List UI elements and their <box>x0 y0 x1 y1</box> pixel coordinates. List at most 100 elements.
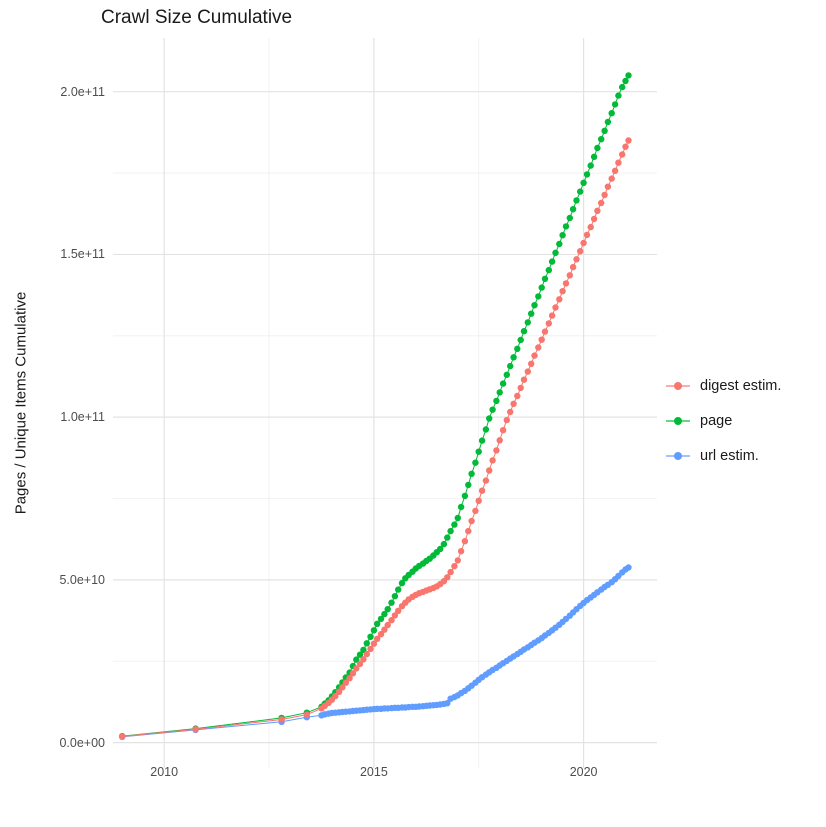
data-point-marker <box>454 557 461 564</box>
x-tick-label: 2020 <box>569 765 598 779</box>
y-axis-title: Pages / Unique Items Cumulative <box>12 291 30 515</box>
data-point-marker <box>514 392 521 400</box>
data-point-marker <box>559 232 566 239</box>
y-tick-label: 0.0e+00 <box>59 735 105 750</box>
data-point-marker <box>192 726 199 733</box>
data-point-marker <box>503 416 510 424</box>
data-point-marker <box>461 492 469 500</box>
data-point-marker <box>601 191 608 199</box>
y-tick-label: 2.0e+11 <box>60 84 105 99</box>
data-point-marker <box>619 83 626 91</box>
data-point-marker <box>482 426 490 433</box>
data-point-marker <box>454 514 461 522</box>
data-point-marker <box>447 568 454 576</box>
data-point-marker <box>496 437 503 444</box>
data-point-marker <box>517 384 524 392</box>
data-point-marker <box>374 635 381 642</box>
data-point-marker <box>573 256 580 263</box>
data-point-marker <box>381 610 388 618</box>
data-point-marker <box>465 527 472 535</box>
data-point-marker <box>598 136 605 143</box>
data-point-marker <box>507 362 514 370</box>
data-point-marker <box>507 408 514 416</box>
data-point-marker <box>374 620 381 627</box>
data-point-marker <box>278 716 285 723</box>
data-point-marker <box>552 249 559 256</box>
data-point-marker <box>538 284 545 291</box>
data-point-marker <box>381 626 388 633</box>
data-point-marker <box>444 700 451 707</box>
data-point-marker <box>587 162 594 169</box>
data-point-marker <box>548 258 556 265</box>
data-point-marker <box>556 296 563 303</box>
plot-panel <box>113 38 657 768</box>
data-point-marker <box>370 627 378 634</box>
data-point-marker <box>377 615 385 623</box>
data-point-marker <box>353 656 360 663</box>
data-point-marker <box>535 293 542 300</box>
data-point-marker <box>468 517 475 525</box>
data-point-marker <box>395 586 402 593</box>
data-point-marker <box>486 467 493 474</box>
data-point-marker <box>457 548 465 555</box>
data-point-marker <box>611 101 619 108</box>
legend-label-url-estim: url estim. <box>700 447 759 464</box>
x-tick-label: 2015 <box>359 765 388 779</box>
data-point-marker <box>388 617 395 624</box>
data-point-marker <box>346 675 353 682</box>
data-point-marker <box>524 319 531 326</box>
legend-key-dot-icon <box>674 416 682 425</box>
data-point-marker <box>587 223 594 231</box>
data-point-marker <box>583 231 591 239</box>
legend-label-page: page <box>700 412 733 429</box>
data-point-marker <box>573 197 580 204</box>
data-point-marker <box>552 304 559 311</box>
y-tick-label: 1.0e+11 <box>60 410 105 425</box>
data-point-marker <box>604 118 612 126</box>
data-point-marker <box>566 214 573 222</box>
data-point-marker <box>619 151 626 158</box>
data-point-marker <box>363 640 370 647</box>
data-point-marker <box>353 665 360 672</box>
data-point-marker <box>486 415 493 422</box>
data-point-marker <box>524 368 531 375</box>
legend-item-url-estim: url estim. <box>666 438 781 473</box>
data-point-marker <box>391 612 399 619</box>
data-point-marker <box>528 360 535 367</box>
data-point-marker <box>562 223 570 230</box>
data-point-marker <box>339 684 346 691</box>
data-point-marker <box>370 640 378 647</box>
data-point-marker <box>451 563 458 570</box>
data-point-marker <box>395 607 402 614</box>
data-point-marker <box>499 427 507 434</box>
data-point-marker <box>457 503 465 511</box>
data-point-marker <box>356 651 364 658</box>
y-tick-label: 1.5e+11 <box>60 247 105 262</box>
data-point-marker <box>577 248 584 255</box>
data-point-marker <box>622 77 629 85</box>
data-point-marker <box>342 679 349 686</box>
data-point-marker <box>461 538 469 545</box>
data-point-marker <box>499 380 507 387</box>
data-point-marker <box>489 457 496 464</box>
data-point-marker <box>598 199 605 207</box>
data-point-marker <box>622 143 629 150</box>
data-point-marker <box>475 448 482 455</box>
series-line <box>122 140 629 737</box>
data-point-marker <box>303 711 310 718</box>
legend-key-digest-estim-icon <box>666 379 690 393</box>
data-point-marker <box>625 72 632 79</box>
legend-key-dot-icon <box>674 451 682 460</box>
data-point-marker <box>514 345 521 352</box>
data-point-marker <box>562 280 570 287</box>
data-point-marker <box>363 650 370 658</box>
data-point-marker <box>569 263 577 271</box>
data-point-marker <box>601 127 608 134</box>
data-point-marker <box>590 215 598 223</box>
data-point-marker <box>444 534 451 541</box>
data-point-marker <box>367 645 374 653</box>
chart-title: Crawl Size Cumulative <box>101 7 293 28</box>
legend: digest estim. page url estim. <box>666 368 781 473</box>
data-point-marker <box>332 692 339 700</box>
data-point-marker <box>608 175 615 182</box>
